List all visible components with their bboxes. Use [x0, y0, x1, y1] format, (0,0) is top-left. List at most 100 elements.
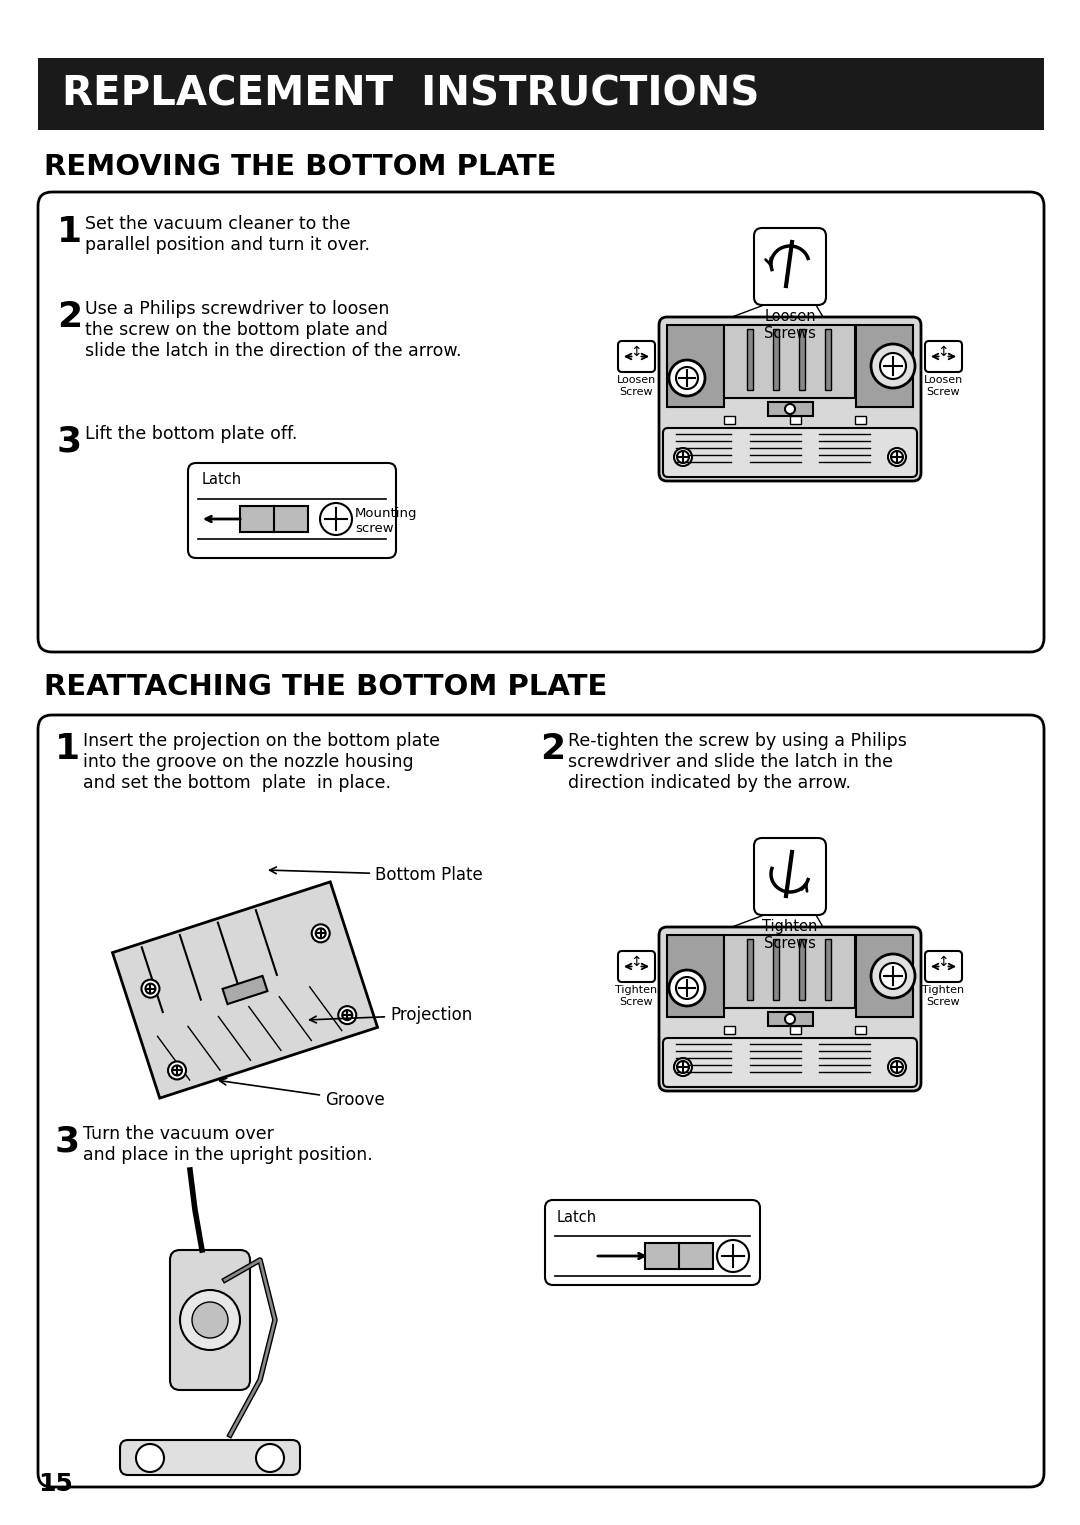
- Circle shape: [717, 1240, 750, 1272]
- Text: Use a Philips screwdriver to loosen
the screw on the bottom plate and
slide the : Use a Philips screwdriver to loosen the …: [85, 300, 461, 360]
- Bar: [724, 1026, 735, 1034]
- Circle shape: [880, 962, 906, 990]
- Bar: [38, 58, 1044, 130]
- Text: Set the vacuum cleaner to the
parallel position and turn it over.: Set the vacuum cleaner to the parallel p…: [85, 215, 370, 253]
- Polygon shape: [222, 976, 268, 1003]
- FancyBboxPatch shape: [924, 952, 962, 982]
- Circle shape: [669, 360, 705, 396]
- Circle shape: [342, 1010, 352, 1020]
- Bar: [724, 416, 735, 424]
- Polygon shape: [112, 881, 378, 1098]
- Circle shape: [338, 1006, 356, 1025]
- Text: 2: 2: [540, 732, 565, 766]
- Bar: [768, 403, 813, 416]
- FancyBboxPatch shape: [38, 192, 1044, 653]
- FancyBboxPatch shape: [170, 1250, 249, 1389]
- Text: ↕: ↕: [937, 955, 949, 968]
- Text: 1: 1: [57, 215, 82, 249]
- Bar: [856, 935, 913, 1017]
- Bar: [855, 1026, 866, 1034]
- Bar: [799, 329, 805, 390]
- Bar: [645, 1243, 713, 1269]
- Text: 2: 2: [57, 300, 82, 334]
- Bar: [768, 1013, 813, 1026]
- Circle shape: [677, 451, 689, 464]
- Circle shape: [880, 352, 906, 380]
- Text: Tighten
Screw: Tighten Screw: [922, 985, 964, 1006]
- Bar: [799, 939, 805, 1000]
- Circle shape: [136, 1444, 164, 1472]
- Circle shape: [669, 970, 705, 1006]
- Text: Turn the vacuum over
and place in the upright position.: Turn the vacuum over and place in the up…: [83, 1125, 373, 1164]
- Circle shape: [888, 1058, 906, 1077]
- FancyBboxPatch shape: [924, 342, 962, 372]
- Circle shape: [146, 984, 156, 994]
- Text: Projection: Projection: [310, 1006, 472, 1023]
- Bar: [240, 506, 308, 532]
- Circle shape: [320, 503, 352, 535]
- Text: REMOVING THE BOTTOM PLATE: REMOVING THE BOTTOM PLATE: [44, 152, 556, 181]
- Bar: [789, 1026, 801, 1034]
- Bar: [747, 329, 753, 390]
- Text: REPLACEMENT  INSTRUCTIONS: REPLACEMENT INSTRUCTIONS: [62, 75, 759, 114]
- Bar: [747, 939, 753, 1000]
- Circle shape: [891, 451, 903, 464]
- Bar: [667, 325, 724, 407]
- FancyBboxPatch shape: [754, 229, 826, 305]
- Text: 3: 3: [57, 425, 82, 459]
- Text: ↕: ↕: [631, 955, 642, 968]
- Text: Lift the bottom plate off.: Lift the bottom plate off.: [85, 425, 297, 442]
- Circle shape: [674, 448, 692, 467]
- Bar: [855, 416, 866, 424]
- Bar: [773, 939, 779, 1000]
- Text: 3: 3: [55, 1125, 80, 1159]
- Text: Tighten
Screw: Tighten Screw: [616, 985, 658, 1006]
- Circle shape: [891, 1061, 903, 1074]
- Circle shape: [141, 979, 160, 997]
- Bar: [789, 416, 801, 424]
- FancyBboxPatch shape: [663, 429, 917, 477]
- Text: Bottom Plate: Bottom Plate: [270, 866, 483, 884]
- Circle shape: [312, 924, 329, 942]
- Text: Latch: Latch: [202, 473, 242, 486]
- FancyBboxPatch shape: [659, 317, 921, 480]
- Circle shape: [180, 1290, 240, 1350]
- FancyBboxPatch shape: [120, 1440, 300, 1475]
- Circle shape: [888, 448, 906, 467]
- Circle shape: [677, 1061, 689, 1074]
- Bar: [825, 329, 831, 390]
- FancyBboxPatch shape: [663, 1039, 917, 1087]
- Circle shape: [870, 345, 915, 387]
- Text: 1: 1: [55, 732, 80, 766]
- Text: Re-tighten the screw by using a Philips
screwdriver and slide the latch in the
d: Re-tighten the screw by using a Philips …: [568, 732, 907, 791]
- Text: ↕: ↕: [937, 345, 949, 358]
- Circle shape: [168, 1061, 186, 1080]
- Text: REATTACHING THE BOTTOM PLATE: REATTACHING THE BOTTOM PLATE: [44, 673, 607, 702]
- FancyBboxPatch shape: [188, 464, 396, 558]
- Text: Latch: Latch: [557, 1209, 597, 1225]
- Text: Loosen
Screw: Loosen Screw: [617, 375, 657, 396]
- Bar: [856, 325, 913, 407]
- Text: Groove: Groove: [219, 1078, 384, 1109]
- Text: ↕: ↕: [631, 345, 642, 358]
- Circle shape: [172, 1066, 183, 1075]
- Bar: [667, 935, 724, 1017]
- Circle shape: [785, 404, 795, 413]
- Text: Mounting
screw: Mounting screw: [355, 506, 418, 535]
- Bar: [825, 939, 831, 1000]
- FancyBboxPatch shape: [545, 1200, 760, 1286]
- FancyBboxPatch shape: [38, 715, 1044, 1487]
- Circle shape: [785, 1014, 795, 1023]
- Circle shape: [676, 978, 698, 999]
- Circle shape: [256, 1444, 284, 1472]
- Bar: [724, 325, 855, 398]
- FancyBboxPatch shape: [754, 839, 826, 915]
- Bar: [724, 935, 855, 1008]
- Text: Tighten
Screws: Tighten Screws: [762, 920, 818, 952]
- Circle shape: [315, 929, 326, 938]
- FancyBboxPatch shape: [618, 342, 654, 372]
- Circle shape: [674, 1058, 692, 1077]
- Text: 15: 15: [38, 1472, 72, 1496]
- Circle shape: [192, 1302, 228, 1337]
- Text: Loosen
Screws: Loosen Screws: [764, 310, 815, 342]
